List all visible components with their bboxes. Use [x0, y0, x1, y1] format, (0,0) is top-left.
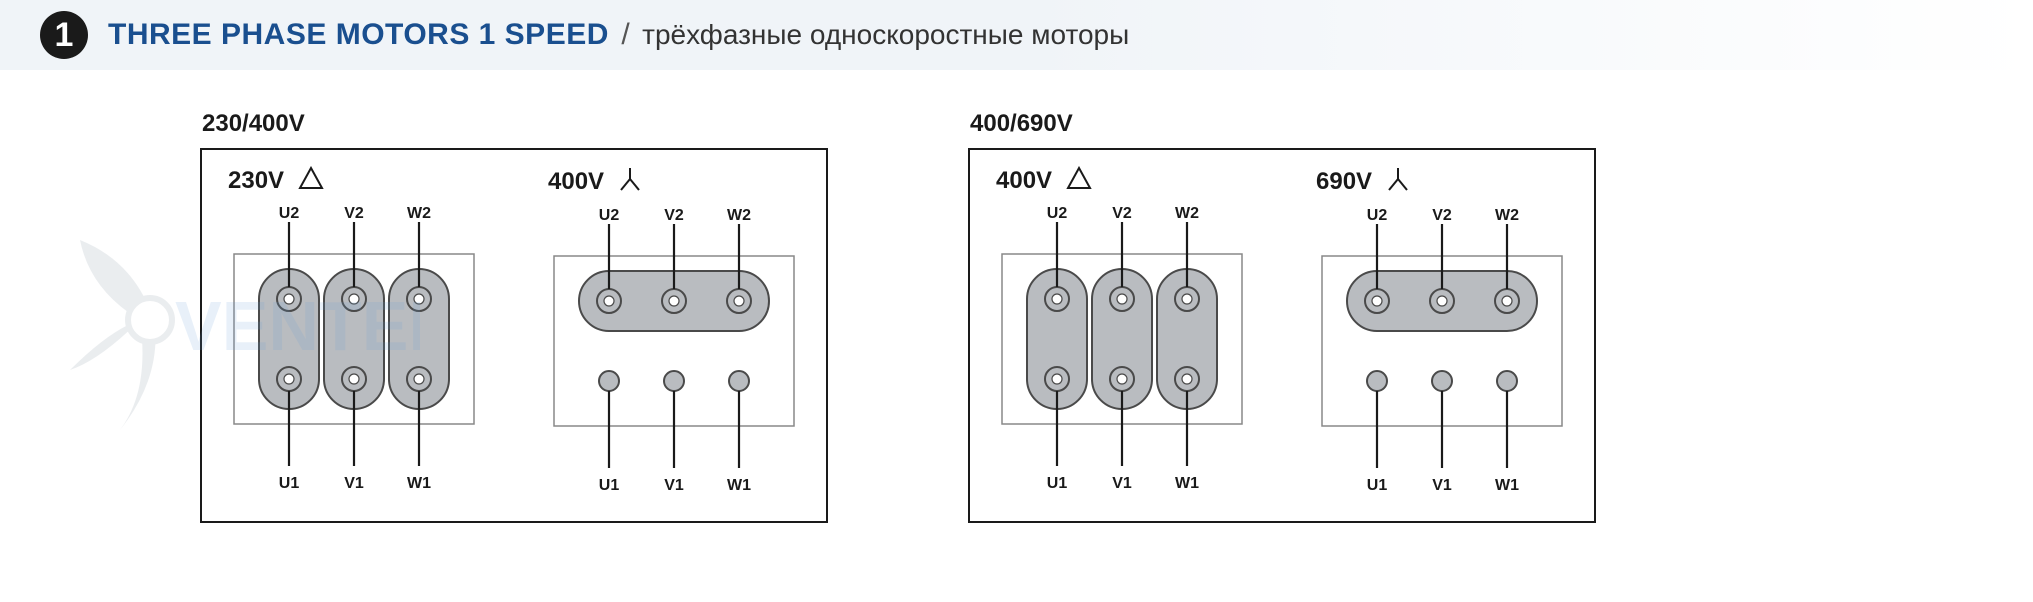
svg-text:U2: U2: [279, 205, 300, 222]
title-separator: /: [621, 18, 629, 51]
svg-text:V2: V2: [344, 205, 364, 222]
star-connection: 690V U2 U1 V2 V1 W2 W1: [1312, 166, 1572, 511]
wiring-diagram: U2 U1 V2 V1 W2 W1: [992, 204, 1252, 509]
wiring-diagram: U2 U1 V2 V1 W2 W1: [224, 204, 484, 509]
svg-text:W2: W2: [1495, 207, 1519, 224]
voltage-label: 690V: [1316, 168, 1372, 196]
svg-text:W1: W1: [407, 475, 431, 492]
svg-text:U2: U2: [599, 207, 620, 224]
svg-text:W1: W1: [1495, 477, 1519, 494]
svg-text:W2: W2: [407, 205, 431, 222]
section-number: 1: [55, 16, 74, 55]
svg-text:V2: V2: [1112, 205, 1132, 222]
delta-connection: 400V U2 U1 V2 V1 W2 W1: [992, 166, 1252, 511]
section-title: THREE PHASE MOTORS 1 SPEED / трёхфазные …: [108, 18, 1129, 52]
svg-text:U1: U1: [599, 477, 620, 494]
star-icon: [1386, 166, 1410, 198]
terminal-diagram: U2 U1 V2 V1 W2 W1: [1312, 206, 1572, 506]
voltage-label: 400V: [996, 167, 1052, 195]
svg-text:V1: V1: [664, 477, 684, 494]
svg-text:W1: W1: [727, 477, 751, 494]
terminal-diagram: U2 U1 V2 V1 W2 W1: [224, 204, 484, 504]
star-connection: 400V U2 U1 V2 V1 W2 W1: [544, 166, 804, 511]
svg-text:W2: W2: [1175, 205, 1199, 222]
section-header: 1 THREE PHASE MOTORS 1 SPEED / трёхфазны…: [0, 0, 2033, 70]
title-english: THREE PHASE MOTORS 1 SPEED: [108, 18, 609, 51]
connection-header: 400V: [548, 166, 642, 198]
svg-text:V2: V2: [664, 207, 684, 224]
svg-text:U1: U1: [1367, 477, 1388, 494]
connection-header: 400V: [996, 166, 1092, 196]
svg-text:W1: W1: [1175, 475, 1199, 492]
group-voltage-label: 400/690V: [970, 110, 1596, 138]
connection-header: 230V: [228, 166, 324, 196]
group-voltage-label: 230/400V: [202, 110, 828, 138]
wiring-diagram: U2 U1 V2 V1 W2 W1: [544, 206, 804, 511]
voltage-group: 400/690V 400V U2 U1 V2 V1 W2 W1 690V U2 U1 V2 V1 W…: [968, 110, 1596, 523]
svg-text:V1: V1: [1432, 477, 1452, 494]
delta-connection: 230V U2 U1 V2 V1 W2 W1: [224, 166, 484, 511]
svg-text:W2: W2: [727, 207, 751, 224]
voltage-label: 400V: [548, 168, 604, 196]
svg-text:U1: U1: [279, 475, 300, 492]
delta-icon: [298, 166, 324, 196]
wiring-diagram: U2 U1 V2 V1 W2 W1: [1312, 206, 1572, 511]
svg-text:V2: V2: [1432, 207, 1452, 224]
voltage-group: 230/400V 230V U2 U1 V2 V1 W2 W1 400V U2 U1 V2 V1 W…: [200, 110, 828, 523]
terminal-diagram: U2 U1 V2 V1 W2 W1: [992, 204, 1252, 504]
voltage-label: 230V: [228, 167, 284, 195]
section-number-badge: 1: [40, 11, 88, 59]
star-icon: [618, 166, 642, 198]
svg-text:U1: U1: [1047, 475, 1068, 492]
delta-icon: [1066, 166, 1092, 196]
connection-panel: 400V U2 U1 V2 V1 W2 W1 690V U2 U1 V2 V1 W2 W1: [968, 148, 1596, 523]
svg-text:V1: V1: [1112, 475, 1132, 492]
svg-text:U2: U2: [1367, 207, 1388, 224]
connection-header: 690V: [1316, 166, 1410, 198]
svg-text:U2: U2: [1047, 205, 1068, 222]
diagrams-container: 230/400V 230V U2 U1 V2 V1 W2 W1 400V U2 U1 V2 V1 W…: [0, 70, 2033, 523]
connection-panel: 230V U2 U1 V2 V1 W2 W1 400V U2 U1 V2 V1 W2 W1: [200, 148, 828, 523]
terminal-diagram: U2 U1 V2 V1 W2 W1: [544, 206, 804, 506]
title-russian: трёхфазные односкоростные моторы: [642, 19, 1129, 50]
svg-text:V1: V1: [344, 475, 364, 492]
